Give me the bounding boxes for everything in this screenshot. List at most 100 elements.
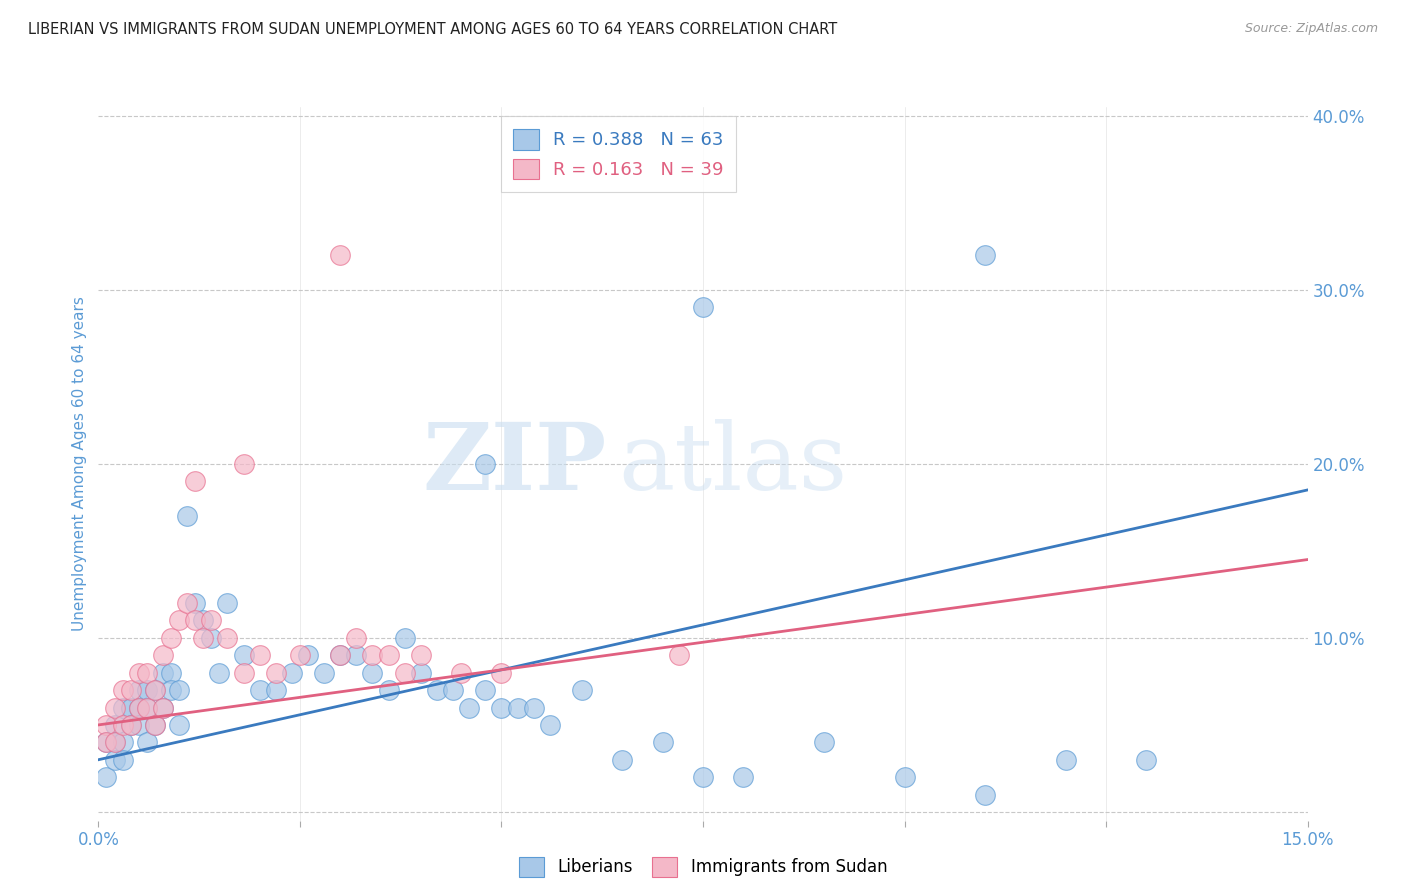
- Text: ZIP: ZIP: [422, 419, 606, 508]
- Point: [111, 700, 134, 714]
- Point: [692, 300, 714, 314]
- Point: [152, 648, 174, 663]
- Point: [120, 718, 142, 732]
- Point: [232, 457, 254, 471]
- Point: [160, 665, 183, 680]
- Point: [523, 700, 546, 714]
- Point: [167, 718, 190, 732]
- Point: [135, 700, 157, 714]
- Point: [96, 735, 118, 749]
- Point: [208, 665, 231, 680]
- Point: [96, 718, 118, 732]
- Point: [249, 683, 271, 698]
- Point: [450, 665, 472, 680]
- Point: [232, 648, 254, 663]
- Point: [264, 683, 287, 698]
- Point: [135, 735, 157, 749]
- Point: [651, 735, 673, 749]
- Point: [974, 248, 997, 262]
- Point: [143, 718, 166, 732]
- Point: [120, 683, 142, 698]
- Point: [394, 665, 416, 680]
- Point: [491, 700, 513, 714]
- Point: [329, 648, 352, 663]
- Point: [314, 665, 336, 680]
- Point: [143, 683, 166, 698]
- Point: [135, 700, 157, 714]
- Point: [1135, 753, 1157, 767]
- Point: [193, 631, 215, 645]
- Point: [96, 770, 118, 784]
- Point: [128, 665, 150, 680]
- Point: [474, 457, 496, 471]
- Point: [152, 700, 174, 714]
- Point: [176, 596, 198, 610]
- Point: [152, 665, 174, 680]
- Point: [111, 718, 134, 732]
- Point: [128, 683, 150, 698]
- Point: [297, 648, 319, 663]
- Point: [120, 700, 142, 714]
- Point: [128, 700, 150, 714]
- Point: [474, 683, 496, 698]
- Point: [160, 631, 183, 645]
- Y-axis label: Unemployment Among Ages 60 to 64 years: Unemployment Among Ages 60 to 64 years: [72, 296, 87, 632]
- Point: [200, 614, 222, 628]
- Text: LIBERIAN VS IMMIGRANTS FROM SUDAN UNEMPLOYMENT AMONG AGES 60 TO 64 YEARS CORRELA: LIBERIAN VS IMMIGRANTS FROM SUDAN UNEMPL…: [28, 22, 838, 37]
- Point: [217, 631, 239, 645]
- Point: [344, 631, 367, 645]
- Point: [184, 596, 207, 610]
- Point: [329, 248, 352, 262]
- Point: [344, 648, 367, 663]
- Point: [103, 735, 125, 749]
- Point: [506, 700, 529, 714]
- Point: [361, 665, 384, 680]
- Point: [96, 735, 118, 749]
- Point: [184, 614, 207, 628]
- Point: [409, 665, 432, 680]
- Point: [143, 718, 166, 732]
- Point: [361, 648, 384, 663]
- Point: [152, 700, 174, 714]
- Point: [426, 683, 449, 698]
- Text: atlas: atlas: [619, 419, 848, 508]
- Point: [167, 614, 190, 628]
- Point: [612, 753, 634, 767]
- Point: [571, 683, 593, 698]
- Text: Source: ZipAtlas.com: Source: ZipAtlas.com: [1244, 22, 1378, 36]
- Point: [329, 648, 352, 663]
- Point: [111, 753, 134, 767]
- Point: [288, 648, 311, 663]
- Point: [281, 665, 304, 680]
- Point: [135, 683, 157, 698]
- Point: [143, 683, 166, 698]
- Point: [394, 631, 416, 645]
- Point: [692, 770, 714, 784]
- Point: [377, 648, 399, 663]
- Point: [491, 665, 513, 680]
- Point: [167, 683, 190, 698]
- Point: [409, 648, 432, 663]
- Point: [813, 735, 835, 749]
- Point: [733, 770, 755, 784]
- Point: [111, 683, 134, 698]
- Point: [103, 753, 125, 767]
- Point: [111, 735, 134, 749]
- Point: [974, 788, 997, 802]
- Point: [441, 683, 464, 698]
- Point: [200, 631, 222, 645]
- Point: [128, 718, 150, 732]
- Point: [184, 475, 207, 489]
- Point: [160, 683, 183, 698]
- Point: [103, 718, 125, 732]
- Point: [1054, 753, 1077, 767]
- Point: [103, 735, 125, 749]
- Point: [103, 700, 125, 714]
- Point: [893, 770, 915, 784]
- Point: [377, 683, 399, 698]
- Point: [668, 648, 690, 663]
- Legend: Liberians, Immigrants from Sudan: Liberians, Immigrants from Sudan: [512, 850, 894, 884]
- Point: [538, 718, 561, 732]
- Point: [458, 700, 481, 714]
- Point: [217, 596, 239, 610]
